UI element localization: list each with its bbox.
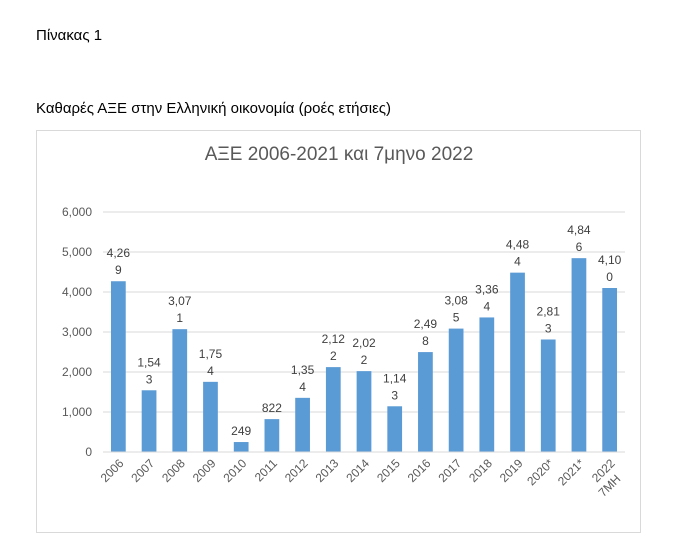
data-label: 1,75: [199, 347, 223, 361]
bar: [203, 381, 218, 452]
x-tick-label: 2016: [405, 456, 434, 485]
data-label: 4,84: [567, 223, 591, 237]
data-label: 1: [176, 311, 183, 325]
data-label: 4: [299, 380, 306, 394]
data-label: 8: [422, 334, 429, 348]
data-label: 2: [330, 349, 337, 363]
bar: [172, 329, 188, 452]
data-label: 4,10: [598, 253, 622, 267]
chart-title: ΑΞΕ 2006-2021 και 7μηνο 2022: [205, 144, 474, 165]
table-label: Πίνακας 1: [36, 27, 103, 44]
bar: [264, 419, 280, 452]
x-tick-label: 2018: [466, 456, 495, 485]
data-label: 3: [391, 388, 398, 402]
data-label: 4: [483, 299, 490, 313]
bar: [418, 352, 433, 452]
data-labels: 4,26 9 1,54 3 3,07 1 1,75 4 249 822 1,35 4 2,12 2 2,02…: [107, 223, 622, 438]
x-tick-label: 2013: [313, 456, 342, 485]
x-tick-label: 20227MH: [585, 456, 629, 500]
data-label: 2,02: [352, 336, 376, 350]
data-label: 0: [606, 270, 613, 284]
gridlines: [103, 211, 625, 413]
chart-caption: Καθαρές ΑΞΕ στην Ελληνική οικονομία (ροέ…: [36, 100, 392, 117]
bar: [602, 288, 618, 452]
bar: [510, 272, 525, 452]
data-label: 4: [514, 255, 521, 269]
data-label: 1,54: [137, 355, 161, 369]
bar: [295, 397, 310, 452]
data-label: 1,35: [291, 363, 315, 377]
data-label: 3: [146, 372, 153, 386]
bar: [540, 339, 556, 452]
data-label: 3,07: [168, 294, 192, 308]
bar: [233, 442, 249, 452]
x-tick-label: 2020*: [524, 456, 556, 488]
data-label: 2,12: [322, 332, 346, 346]
data-label: 2,81: [537, 304, 561, 318]
x-tick-label: 2021*: [555, 456, 587, 488]
x-tick-label: 2009: [190, 456, 219, 485]
data-label: 3,08: [444, 294, 468, 308]
data-label: 1,14: [383, 371, 407, 385]
x-tick-label: 2019: [497, 456, 526, 485]
x-tick-label: 2014: [343, 456, 372, 485]
x-tick-label: 2011: [252, 456, 280, 484]
x-tick-label: 2010: [221, 456, 250, 485]
bar: [356, 371, 372, 452]
x-tick-label: 2008: [159, 456, 188, 485]
bar: [571, 258, 587, 452]
x-tick-label: 2012: [282, 456, 311, 485]
x-tick-label: 2015: [374, 456, 403, 485]
y-tick-label: 3,000: [62, 325, 92, 339]
bar: [448, 328, 464, 452]
data-label: 5: [453, 311, 460, 325]
data-label: 9: [115, 263, 122, 277]
bar: [141, 390, 157, 452]
bar-chart: ΑΞΕ 2006-2021 και 7μηνο 2022 4,26 9 1,54 3 3…: [62, 144, 629, 500]
data-label: 822: [262, 401, 282, 415]
data-label: 3: [545, 321, 552, 335]
x-tick-label: 2007: [128, 456, 157, 485]
data-label: 4: [207, 364, 214, 378]
x-tick-label: 2017: [435, 456, 464, 485]
bars: [110, 258, 618, 452]
bar: [110, 281, 126, 452]
chart-frame: ΑΞΕ 2006-2021 και 7μηνο 2022 4,26 9 1,54 3 3…: [36, 130, 641, 533]
data-label: 4,26: [107, 246, 131, 260]
data-label: 6: [576, 240, 583, 254]
x-tick-label: 2006: [98, 456, 127, 485]
y-tick-label: 0: [85, 445, 92, 459]
y-tick-label: 5,000: [62, 245, 92, 259]
bar: [479, 317, 495, 452]
bar: [387, 406, 403, 452]
data-label: 2,49: [414, 317, 438, 331]
bar: [325, 367, 341, 452]
y-tick-label: 1,000: [62, 405, 92, 419]
data-label: 3,36: [475, 282, 499, 296]
data-label: 249: [231, 424, 251, 438]
data-label: 4,48: [506, 238, 530, 252]
y-tick-label: 6,000: [62, 205, 92, 219]
data-label: 2: [361, 353, 368, 367]
y-tick-label: 2,000: [62, 365, 92, 379]
y-tick-label: 4,000: [62, 285, 92, 299]
